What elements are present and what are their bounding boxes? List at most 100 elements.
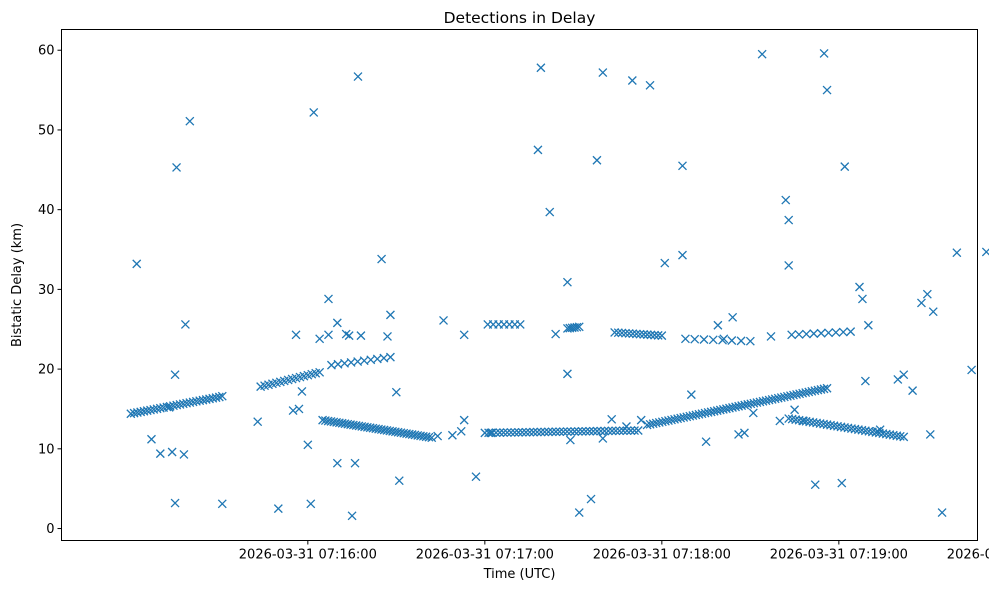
detection-marker <box>855 282 864 292</box>
detection-marker <box>353 72 363 81</box>
detection-marker <box>784 215 794 225</box>
detection-marker <box>708 335 718 345</box>
detection-marker <box>719 334 729 344</box>
detection-marker <box>678 161 687 171</box>
detection-marker <box>922 289 932 299</box>
detection-marker <box>857 425 867 435</box>
detection-marker <box>826 420 835 430</box>
detection-marker <box>487 428 497 438</box>
detection-marker <box>837 478 847 488</box>
detection-marker <box>394 476 404 486</box>
detection-marker <box>967 365 977 375</box>
detection-marker <box>878 429 888 438</box>
detection-marker <box>596 426 606 436</box>
detection-marker <box>391 387 401 397</box>
detection-marker <box>611 426 621 436</box>
detection-marker <box>633 426 643 435</box>
detection-marker <box>484 428 494 438</box>
detection-marker <box>801 329 811 339</box>
detection-marker <box>846 327 856 337</box>
detection-marker <box>377 254 387 264</box>
detection-marker <box>439 316 448 325</box>
detection-marker <box>514 427 523 437</box>
detection-marker <box>562 427 572 437</box>
detection-marker <box>766 331 776 341</box>
detection-marker <box>843 423 853 433</box>
detection-marker <box>332 458 342 468</box>
detection-marker <box>690 334 700 344</box>
detection-marker <box>297 386 307 396</box>
detection-marker <box>952 248 962 258</box>
detection-marker <box>819 48 829 58</box>
detection-marker <box>598 433 608 443</box>
detection-marker <box>748 408 758 418</box>
detection-marker <box>660 258 670 268</box>
detection-marker <box>303 440 313 450</box>
detection-marker <box>607 426 617 436</box>
detection-marker <box>775 416 785 426</box>
detection-marker <box>533 145 543 155</box>
detection-marker <box>315 367 325 377</box>
detection-marker <box>893 375 903 384</box>
detection-marker <box>650 330 660 340</box>
x-axis-label: Time (UTC) <box>483 567 556 582</box>
detection-marker <box>562 277 572 287</box>
detection-marker <box>833 421 842 431</box>
detection-marker <box>815 419 825 428</box>
detection-marker <box>885 430 895 440</box>
detection-marker <box>356 331 366 341</box>
detection-marker <box>937 508 947 518</box>
detection-marker <box>506 428 516 437</box>
detection-marker <box>585 426 595 436</box>
detection-marker <box>600 426 610 436</box>
detection-marker <box>686 390 696 400</box>
detection-marker <box>385 352 395 362</box>
detection-marker <box>787 330 797 340</box>
detection-marker <box>294 404 304 414</box>
detection-marker <box>916 298 926 308</box>
detection-marker <box>499 428 509 438</box>
detection-marker <box>253 417 263 427</box>
detections-series <box>126 48 989 521</box>
y-tick-label: 30 <box>38 283 55 298</box>
detection-marker <box>570 427 580 436</box>
detection-marker <box>621 328 630 338</box>
detection-marker <box>603 426 613 436</box>
detection-marker <box>456 426 466 436</box>
detection-marker <box>510 427 520 437</box>
detection-marker <box>899 432 909 442</box>
detection-marker <box>840 162 850 172</box>
detection-marker <box>502 428 512 437</box>
detection-marker <box>607 414 617 424</box>
detection-marker <box>383 331 392 341</box>
detection-marker <box>433 431 443 441</box>
detection-marker <box>555 427 565 437</box>
detection-marker <box>895 431 905 441</box>
detection-marker <box>642 330 652 340</box>
detection-marker <box>179 449 189 459</box>
detection-marker <box>447 430 457 440</box>
detection-marker <box>864 426 874 436</box>
detection-marker <box>836 422 846 432</box>
detection-marker <box>617 328 627 338</box>
detection-marker <box>630 426 639 436</box>
detection-marker <box>631 329 641 339</box>
detection-marker <box>529 427 538 437</box>
detection-marker <box>646 330 656 340</box>
y-tick-label: 0 <box>46 522 54 537</box>
y-tick-label: 60 <box>38 44 55 59</box>
x-tick-label: 2026-03-31 07:16:00 <box>239 548 377 563</box>
detection-marker <box>728 312 738 322</box>
detection-marker <box>532 427 542 437</box>
detection-marker <box>809 329 819 339</box>
detection-marker <box>822 420 832 430</box>
detection-marker <box>214 392 224 402</box>
detection-marker <box>808 417 818 427</box>
detection-marker <box>757 49 767 59</box>
detection-marker <box>217 391 227 401</box>
detection-marker <box>350 458 360 468</box>
detection-marker <box>899 370 909 380</box>
detection-marker <box>781 195 791 205</box>
detection-marker <box>536 427 546 437</box>
